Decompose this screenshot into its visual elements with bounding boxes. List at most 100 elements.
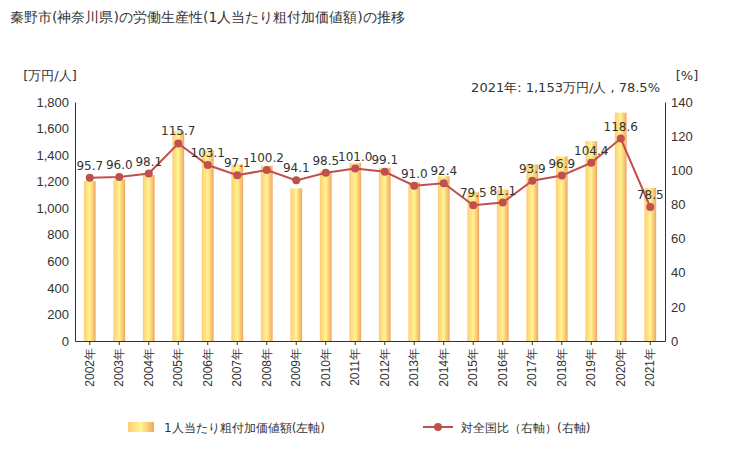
x-tick: 2011年 — [348, 341, 362, 386]
y-tick: 1,200 — [36, 174, 75, 189]
x-tick-label: 2013年 — [407, 348, 421, 387]
marker — [558, 172, 566, 180]
marker — [115, 173, 123, 181]
y-axis-title: [万円/人] — [23, 68, 77, 83]
y2-axis: 020406080100120140 — [665, 95, 693, 349]
x-tick: 2019年 — [584, 341, 598, 387]
y2-tick: 40 — [665, 265, 685, 280]
marker — [587, 159, 595, 167]
x-tick: 2006年 — [201, 341, 215, 387]
x-tick-mark — [620, 341, 621, 345]
y2-tick-label: 60 — [671, 231, 685, 246]
data-label: 93.9 — [519, 162, 546, 176]
x-tick-label: 2002年 — [83, 348, 97, 387]
plot-area — [84, 113, 656, 341]
marker — [233, 171, 241, 179]
x-tick-mark — [650, 341, 651, 345]
x-tick-mark — [414, 341, 415, 345]
x-tick: 2005年 — [171, 341, 185, 387]
x-tick-mark — [561, 341, 562, 345]
legend-swatch — [128, 422, 154, 432]
legend-marker — [434, 423, 442, 431]
bar — [585, 141, 597, 341]
x-tick-mark — [119, 341, 120, 345]
x-tick: 2004年 — [142, 341, 156, 387]
bar — [408, 182, 420, 341]
y2-tick-label: 100 — [671, 163, 693, 178]
legend-label: 1人当たり粗付加価値額(左軸) — [164, 421, 325, 435]
marker — [174, 139, 182, 147]
x-tick-mark — [148, 341, 149, 345]
y2-tick: 60 — [665, 231, 685, 246]
y-tick: 600 — [47, 254, 75, 269]
y-tick: 800 — [47, 227, 75, 242]
x-tick: 2013年 — [407, 341, 421, 387]
y-tick-label: 1,600 — [36, 121, 69, 136]
line — [90, 139, 651, 207]
bar — [438, 176, 450, 341]
y-axis-line — [75, 103, 76, 342]
data-label: 118.6 — [604, 120, 638, 134]
marker — [204, 161, 212, 169]
x-tick-mark — [384, 341, 385, 345]
y-tick-label: 800 — [47, 227, 69, 242]
legend: 1人当たり粗付加価値額(左軸) 対全国比（右軸）(右軸) — [128, 421, 590, 435]
data-label: 96.0 — [106, 158, 133, 172]
y-tick-label: 0 — [62, 334, 69, 349]
data-label: 92.4 — [430, 164, 457, 178]
bar — [261, 166, 273, 341]
bar — [143, 175, 155, 341]
bar — [84, 181, 96, 341]
marker — [263, 166, 271, 174]
y2-tick-label: 0 — [671, 334, 678, 349]
x-tick-label: 2005年 — [171, 348, 185, 387]
data-label: 97.1 — [224, 156, 251, 170]
x-tick-label: 2011年 — [348, 348, 362, 386]
y2-axis-line — [665, 103, 666, 342]
marker — [617, 135, 625, 143]
x-tick-mark — [355, 341, 356, 345]
x-tick: 2002年 — [83, 341, 97, 387]
marker — [292, 176, 300, 184]
x-axis-line — [76, 341, 666, 342]
x-tick-label: 2016年 — [496, 348, 510, 387]
legend-item: 対全国比（右軸）(右軸) — [423, 421, 590, 435]
data-label: 94.1 — [283, 161, 310, 175]
x-tick-label: 2007年 — [230, 348, 244, 387]
x-tick: 2010年 — [319, 341, 333, 387]
y-tick: 1,400 — [36, 148, 75, 163]
data-label: 103.1 — [191, 146, 225, 160]
x-tick-mark — [296, 341, 297, 345]
y2-axis-title: [%] — [676, 68, 699, 83]
data-label: 95.7 — [76, 159, 103, 173]
x-tick: 2012年 — [378, 341, 392, 387]
x-tick-mark — [473, 341, 474, 345]
bar — [497, 190, 509, 341]
x-tick: 2007年 — [230, 341, 244, 387]
x-tick: 2021年 — [643, 341, 657, 387]
x-tick-label: 2004年 — [142, 348, 156, 387]
marker — [351, 165, 359, 173]
bar — [349, 163, 361, 341]
y2-tick: 80 — [665, 197, 685, 212]
data-label: 115.7 — [161, 124, 195, 138]
data-label: 81.1 — [489, 184, 516, 198]
chart: 秦野市(神奈川県)の労働生産性(1人当たり粗付加価値額)の推移[万円/人][%]… — [0, 0, 729, 450]
marker — [499, 199, 507, 207]
x-tick-label: 2012年 — [378, 348, 392, 387]
x-tick-mark — [207, 341, 208, 345]
x-tick-mark — [89, 341, 90, 345]
y2-tick-label: 120 — [671, 129, 693, 144]
x-tick: 2009年 — [289, 341, 303, 387]
x-tick: 2016年 — [496, 341, 510, 387]
x-tick-label: 2018年 — [555, 348, 569, 387]
y2-tick: 20 — [665, 300, 685, 315]
data-label: 100.2 — [250, 151, 284, 165]
x-tick: 2020年 — [614, 341, 628, 387]
data-label: 78.5 — [637, 188, 664, 202]
y2-tick: 120 — [665, 129, 693, 144]
marker — [410, 182, 418, 190]
y-tick-label: 400 — [47, 281, 69, 296]
x-tick-label: 2008年 — [260, 348, 274, 387]
bar — [467, 192, 479, 341]
